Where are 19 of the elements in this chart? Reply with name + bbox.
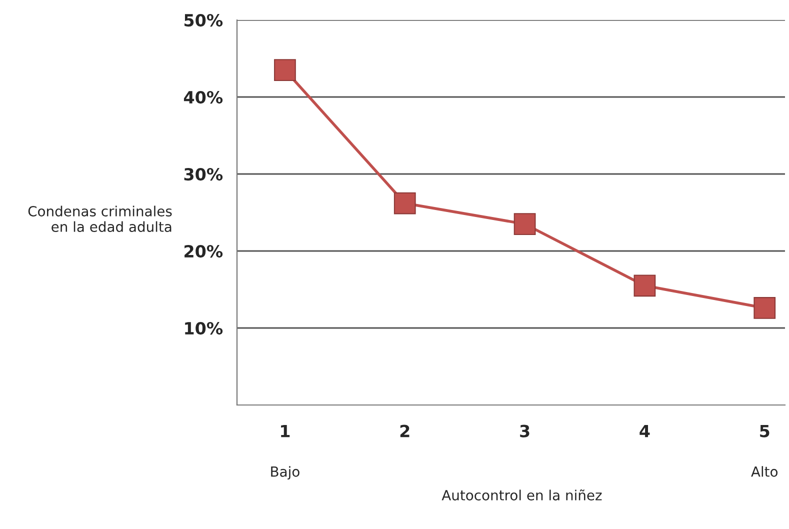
y-axis-title: Condenas criminales en la edad adulta xyxy=(28,206,172,232)
y-tick-label: 50% xyxy=(184,14,223,27)
point xyxy=(754,297,776,319)
y-tick-label: 40% xyxy=(184,90,223,104)
point xyxy=(274,59,296,81)
text: Bajo xyxy=(271,466,300,480)
x-tick-label: 1 xyxy=(281,424,290,438)
y-tick-label: 10% xyxy=(185,322,223,335)
x-tick-label: 4 xyxy=(640,424,650,438)
x-tick-label: 3 xyxy=(520,424,530,438)
x-axis-title: Autocontrol en la niñez xyxy=(442,489,602,500)
point xyxy=(394,192,416,214)
y-tick-label: 20% xyxy=(184,244,223,258)
point xyxy=(634,274,656,297)
point xyxy=(514,213,536,235)
text: Alto xyxy=(751,466,778,477)
x-tick-label: 5 xyxy=(760,424,770,438)
x-tick-label: 2 xyxy=(400,424,410,438)
y-tick-label: 30% xyxy=(184,168,223,181)
